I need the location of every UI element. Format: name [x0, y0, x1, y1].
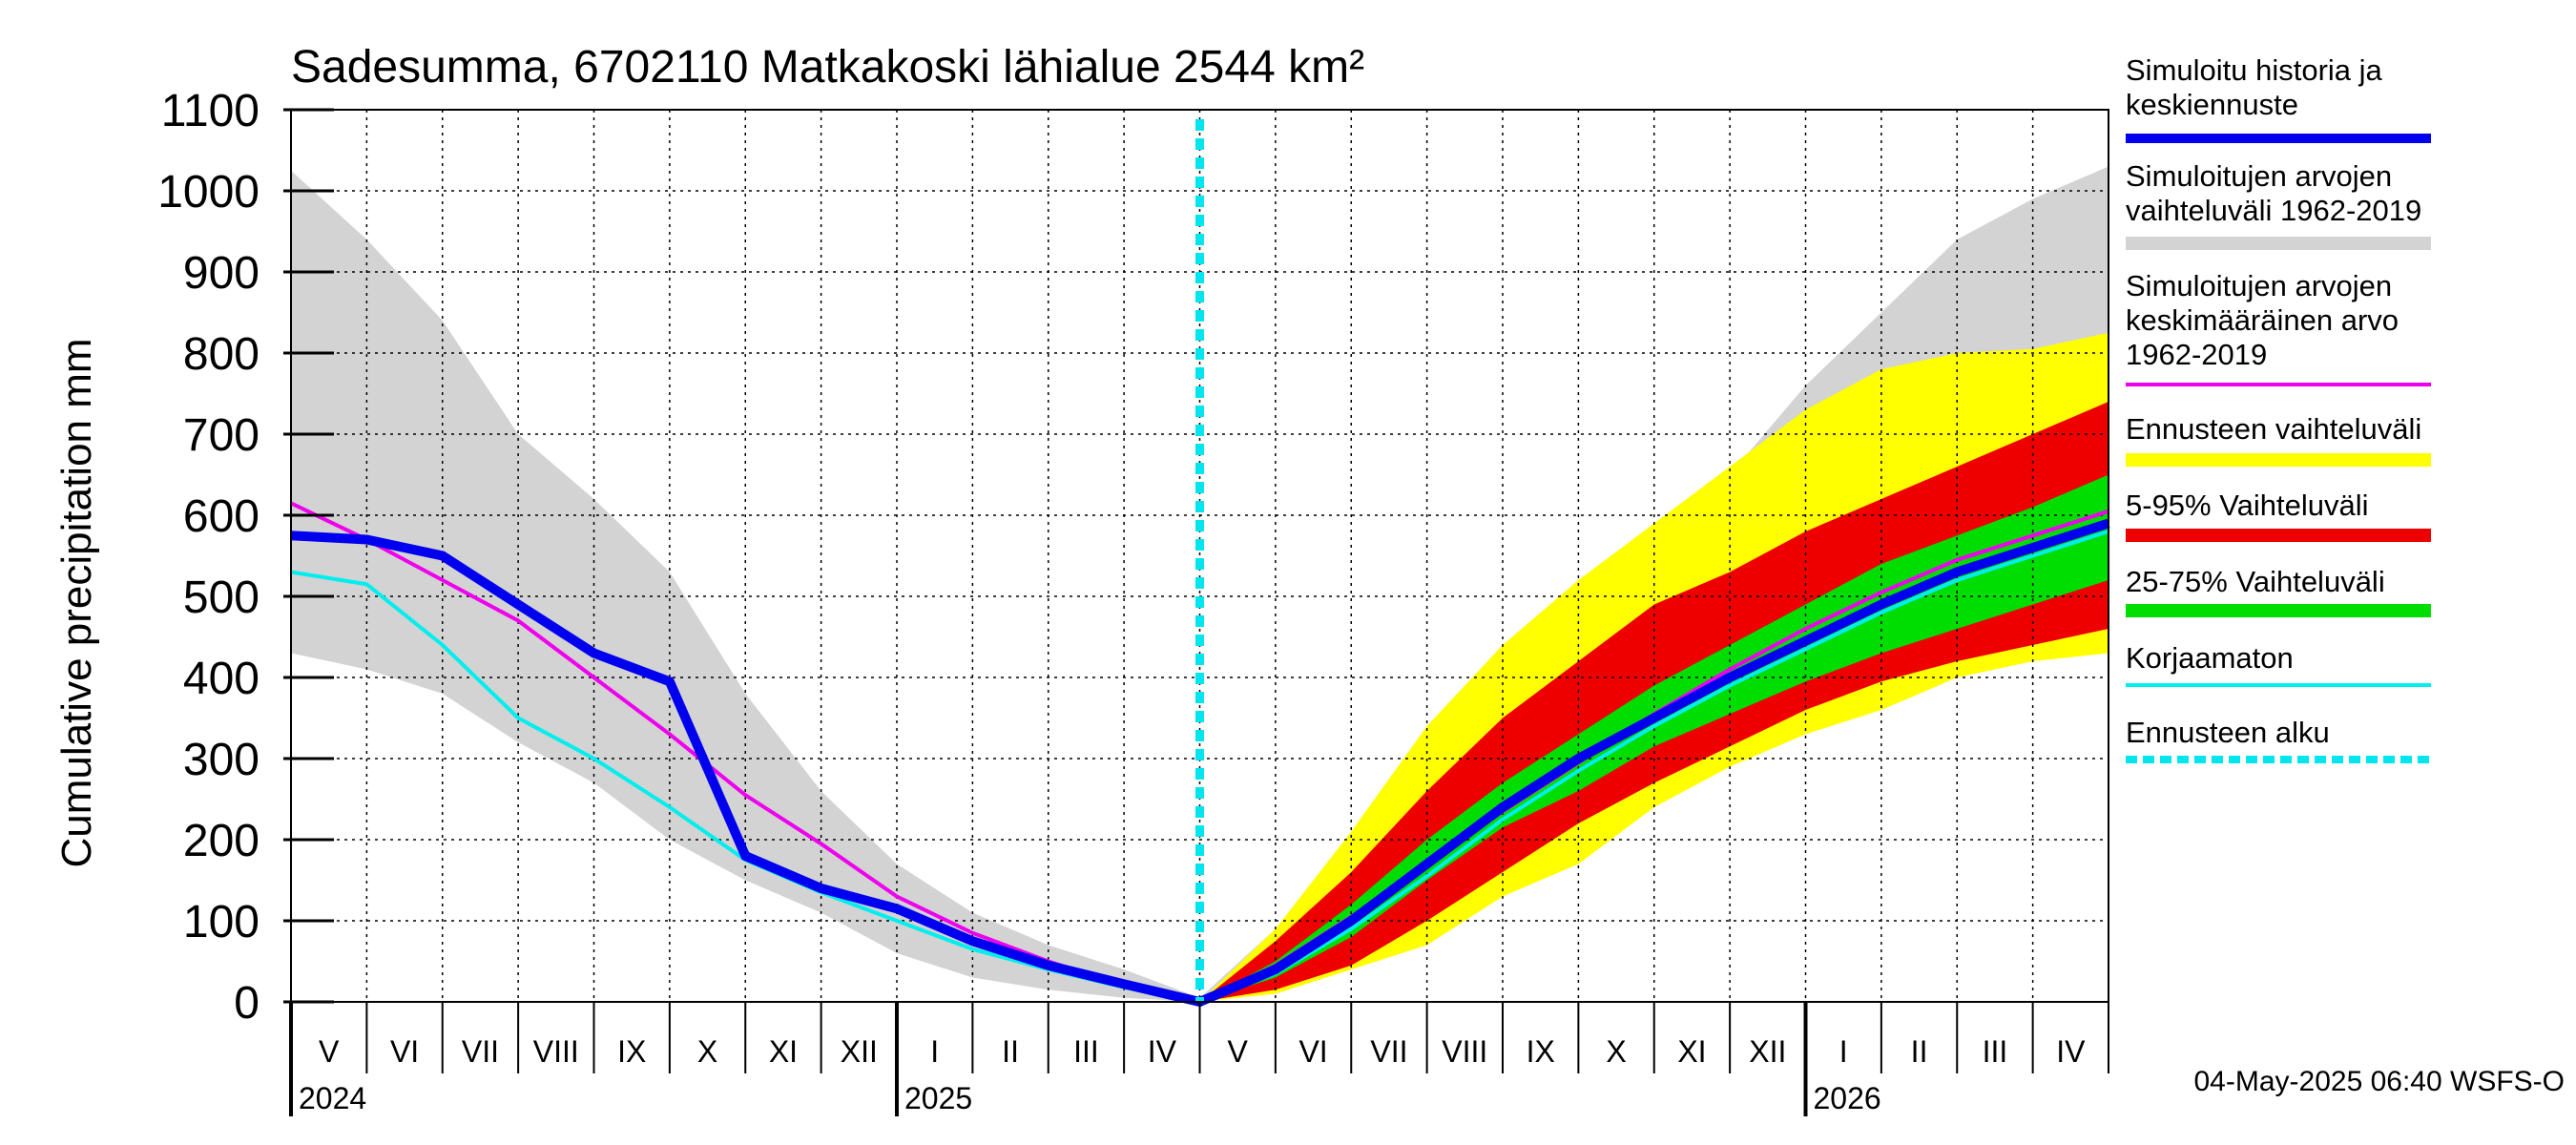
chart-title: Sadesumma, 6702110 Matkakoski lähialue 2…: [291, 42, 1364, 93]
y-axis-label: Cumulative precipitation mm: [53, 338, 100, 867]
month-label: V: [1228, 1034, 1249, 1069]
month-label: IV: [1148, 1034, 1177, 1069]
y-tick-label: 1000: [157, 167, 260, 218]
legend-label: Simuloitujen arvojen: [2126, 159, 2392, 193]
month-label: VII: [462, 1034, 499, 1069]
month-label: III: [1983, 1034, 2008, 1069]
month-label: I: [930, 1034, 939, 1069]
y-tick-label: 200: [183, 816, 260, 866]
y-tick-label: 900: [183, 248, 260, 299]
y-tick-label: 100: [183, 897, 260, 947]
month-label: IV: [2056, 1034, 2086, 1069]
month-label: III: [1073, 1034, 1099, 1069]
month-label: II: [1911, 1034, 1928, 1069]
month-label: X: [1606, 1034, 1626, 1069]
legend-label: vaihteluväli 1962-2019: [2126, 194, 2421, 227]
legend-label: Simuloitu historia ja: [2126, 53, 2383, 87]
legend-label: keskimääräinen arvo: [2126, 303, 2399, 337]
timestamp-footer: 04-May-2025 06:40 WSFS-O: [2194, 1066, 2566, 1097]
y-tick-label: 0: [234, 978, 260, 1029]
legend-label: Ennusteen alku: [2126, 716, 2330, 749]
y-tick-label: 300: [183, 735, 260, 785]
year-label: 2025: [904, 1081, 972, 1115]
legend-label: Simuloitujen arvojen: [2126, 269, 2392, 302]
month-label: I: [1839, 1034, 1848, 1069]
month-label: VI: [390, 1034, 419, 1069]
month-label: XII: [841, 1034, 878, 1069]
month-label: II: [1002, 1034, 1019, 1069]
month-label: X: [697, 1034, 717, 1069]
month-label: VII: [1370, 1034, 1407, 1069]
legend-label: 5-95% Vaihteluväli: [2126, 489, 2368, 522]
month-label: XII: [1749, 1034, 1786, 1069]
y-tick-label: 800: [183, 329, 260, 380]
month-label: IX: [1527, 1034, 1555, 1069]
year-label: 2024: [299, 1081, 366, 1115]
month-label: VI: [1298, 1034, 1327, 1069]
month-label: VIII: [533, 1034, 579, 1069]
month-label: IX: [617, 1034, 646, 1069]
month-label: VIII: [1442, 1034, 1487, 1069]
y-tick-label: 500: [183, 572, 260, 623]
y-tick-label: 700: [183, 410, 260, 461]
legend-label: keskiennuste: [2126, 88, 2298, 121]
month-label: XI: [1677, 1034, 1706, 1069]
y-tick-label: 600: [183, 491, 260, 542]
legend-label: 25-75% Vaihteluväli: [2126, 565, 2385, 598]
legend-label: Ennusteen vaihteluväli: [2126, 412, 2421, 446]
y-tick-label: 400: [183, 654, 260, 704]
year-label: 2026: [1814, 1081, 1881, 1115]
legend-label: 1962-2019: [2126, 338, 2267, 371]
y-tick-label: 1100: [161, 86, 260, 136]
month-label: XI: [769, 1034, 798, 1069]
legend-label: Korjaamaton: [2126, 641, 2294, 675]
month-label: V: [319, 1034, 340, 1069]
